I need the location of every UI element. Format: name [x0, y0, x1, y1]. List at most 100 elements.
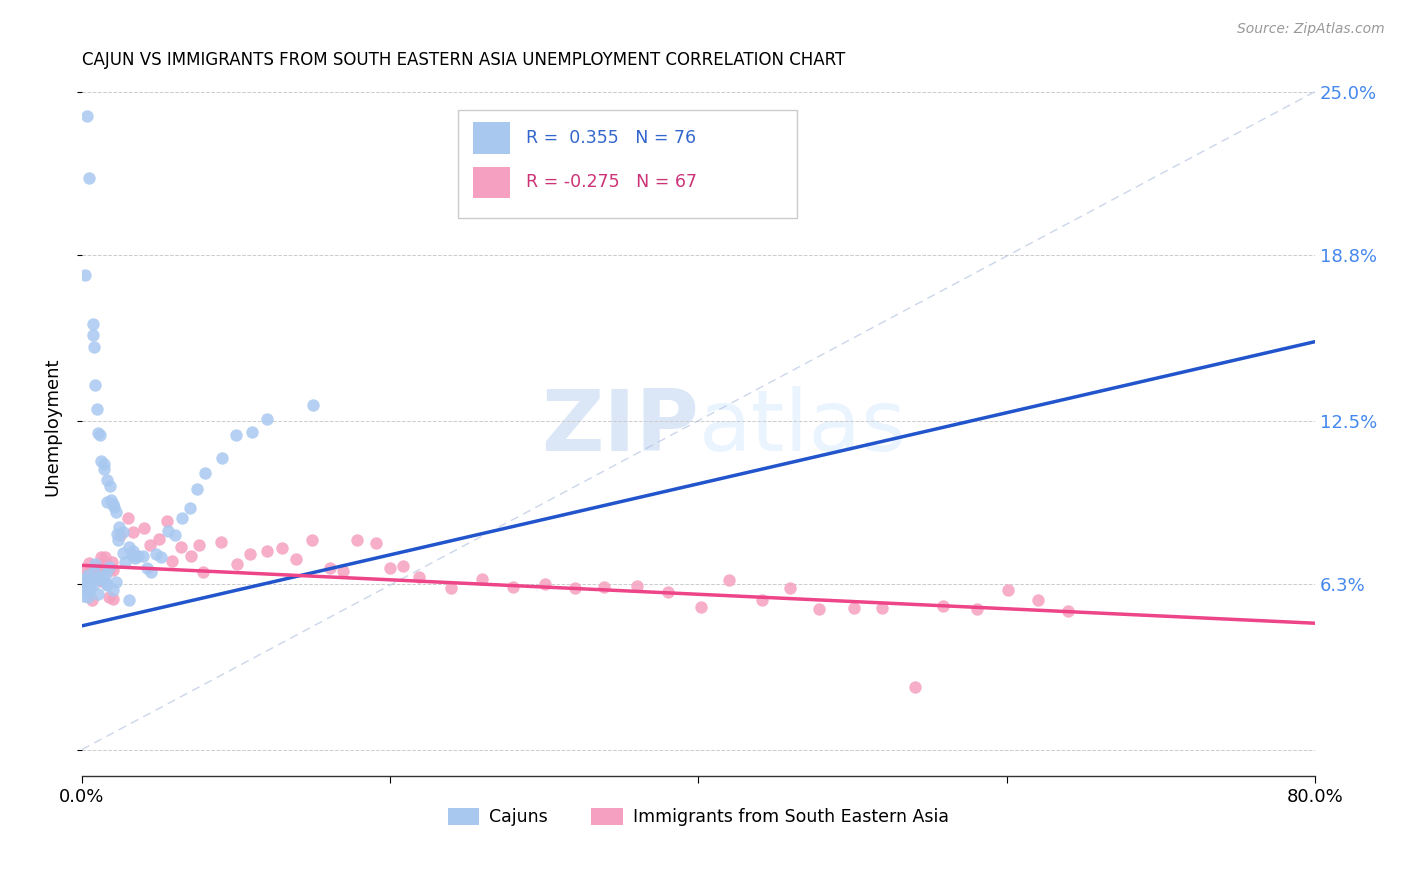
- Point: [118, 593, 141, 607]
- Point: [83, 564, 105, 578]
- Point: [98, 562, 121, 576]
- Point: [93, 457, 115, 471]
- Point: [87, 571, 110, 585]
- Point: [301, 533, 323, 547]
- Point: [73, 578, 96, 592]
- Point: [96, 473, 118, 487]
- Point: [904, 680, 927, 694]
- Point: [256, 543, 278, 558]
- Point: [186, 482, 208, 496]
- Point: [77, 584, 100, 599]
- Point: [103, 583, 125, 598]
- Point: [87, 586, 110, 600]
- Point: [87, 426, 110, 441]
- Point: [502, 580, 524, 594]
- Point: [75, 268, 97, 282]
- Text: CAJUN VS IMMIGRANTS FROM SOUTH EASTERN ASIA UNEMPLOYMENT CORRELATION CHART: CAJUN VS IMMIGRANTS FROM SOUTH EASTERN A…: [82, 51, 845, 69]
- Point: [90, 549, 112, 564]
- Point: [564, 582, 586, 596]
- Point: [90, 572, 112, 586]
- Point: [93, 569, 115, 583]
- Point: [90, 562, 112, 576]
- Point: [364, 535, 387, 549]
- Point: [533, 577, 555, 591]
- Point: [346, 533, 368, 547]
- Point: [285, 551, 308, 566]
- Point: [96, 578, 118, 592]
- Point: [751, 592, 773, 607]
- Point: [98, 478, 121, 492]
- Point: [93, 550, 115, 565]
- Point: [160, 554, 183, 568]
- Point: [270, 541, 292, 555]
- Point: [75, 572, 97, 586]
- Point: [194, 467, 217, 481]
- Point: [302, 398, 325, 412]
- Point: [76, 568, 98, 582]
- Point: [82, 317, 104, 331]
- Point: [139, 538, 162, 552]
- Point: [77, 583, 100, 598]
- Point: [124, 550, 146, 565]
- Point: [380, 560, 402, 574]
- Point: [179, 501, 201, 516]
- Point: [121, 544, 143, 558]
- Text: atlas: atlas: [699, 385, 907, 468]
- Point: [96, 577, 118, 591]
- Point: [84, 567, 107, 582]
- Point: [77, 171, 100, 186]
- Y-axis label: Unemployment: Unemployment: [44, 358, 60, 497]
- Point: [72, 573, 94, 587]
- Point: [657, 584, 679, 599]
- Point: [77, 590, 100, 604]
- Text: Source: ZipAtlas.com: Source: ZipAtlas.com: [1237, 22, 1385, 37]
- Point: [242, 425, 264, 439]
- Point: [966, 602, 988, 616]
- Point: [318, 561, 340, 575]
- Point: [76, 577, 98, 591]
- Point: [256, 412, 278, 426]
- Point: [73, 583, 96, 598]
- Point: [94, 557, 117, 571]
- Point: [76, 109, 98, 123]
- Point: [117, 510, 139, 524]
- Point: [209, 535, 232, 549]
- Point: [82, 564, 104, 578]
- Point: [101, 591, 124, 606]
- Point: [77, 584, 100, 599]
- Point: [90, 572, 112, 586]
- Point: [717, 573, 740, 587]
- Point: [180, 549, 202, 564]
- Point: [90, 454, 112, 468]
- Point: [187, 538, 209, 552]
- Point: [332, 564, 354, 578]
- Point: [163, 528, 186, 542]
- Point: [86, 402, 108, 417]
- Point: [779, 581, 801, 595]
- Point: [79, 580, 101, 594]
- Point: [132, 549, 155, 563]
- Point: [84, 572, 107, 586]
- Point: [75, 578, 97, 592]
- Point: [84, 378, 107, 392]
- Point: [84, 557, 107, 571]
- Point: [997, 582, 1019, 597]
- Point: [89, 427, 111, 442]
- Bar: [472, 167, 510, 199]
- Point: [932, 599, 955, 613]
- Point: [211, 450, 233, 465]
- Point: [193, 565, 215, 579]
- Point: [107, 527, 129, 541]
- Point: [75, 564, 97, 578]
- Point: [135, 561, 157, 575]
- Point: [79, 556, 101, 570]
- Point: [94, 566, 117, 581]
- Point: [842, 600, 865, 615]
- Point: [170, 541, 193, 555]
- Point: [408, 570, 430, 584]
- Point: [97, 559, 120, 574]
- Point: [150, 549, 173, 564]
- Point: [239, 547, 262, 561]
- Point: [626, 579, 648, 593]
- Bar: [472, 122, 510, 154]
